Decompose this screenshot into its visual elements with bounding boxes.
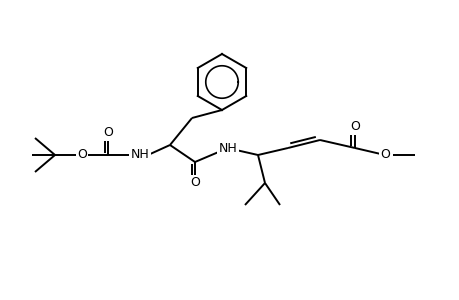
Text: O: O	[379, 148, 389, 161]
Text: O: O	[77, 148, 87, 161]
Text: NH: NH	[218, 142, 237, 154]
Text: NH: NH	[130, 148, 149, 161]
Text: O: O	[103, 127, 113, 140]
Text: O: O	[190, 176, 200, 190]
Text: O: O	[349, 121, 359, 134]
